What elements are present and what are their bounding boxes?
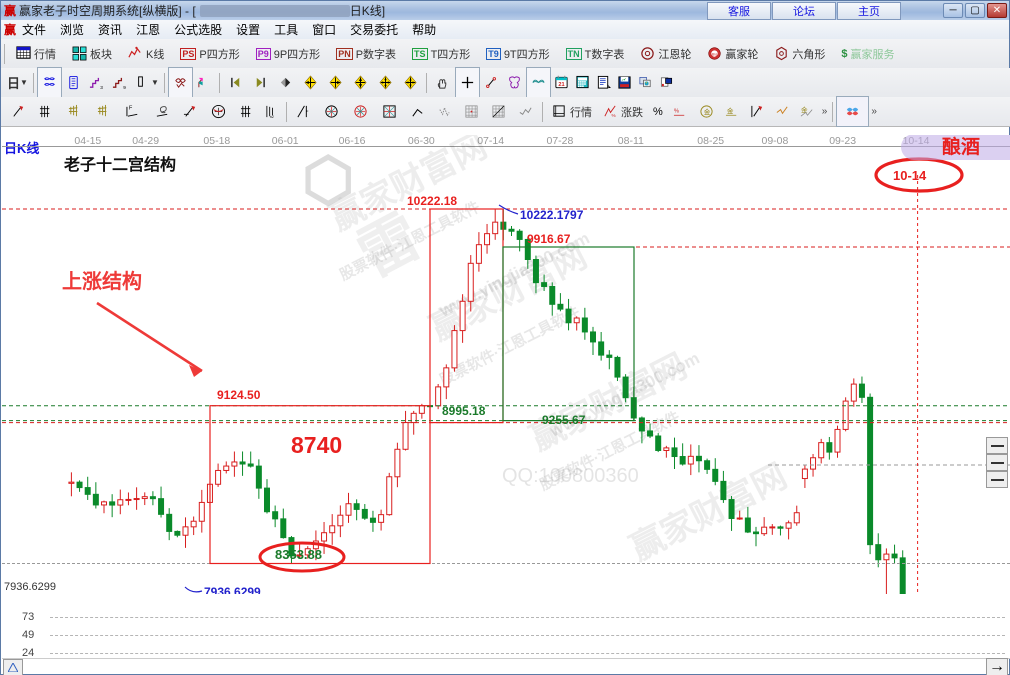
svg-text:21: 21 bbox=[558, 82, 564, 88]
svg-text:%: % bbox=[674, 108, 679, 114]
svg-text:金: 金 bbox=[703, 107, 710, 116]
svg-text:Big: Big bbox=[712, 52, 717, 56]
svg-text:3: 3 bbox=[100, 85, 103, 90]
svg-text:": " bbox=[306, 110, 308, 116]
svg-text:%: % bbox=[611, 113, 615, 118]
svg-text:n2: n2 bbox=[270, 115, 274, 119]
svg-text:F: F bbox=[129, 106, 133, 112]
svg-text:9: 9 bbox=[123, 85, 126, 90]
svg-text:金: 金 bbox=[727, 106, 734, 115]
